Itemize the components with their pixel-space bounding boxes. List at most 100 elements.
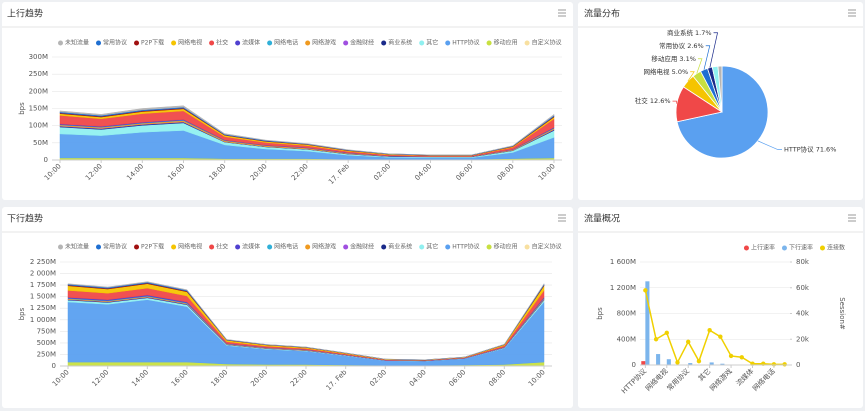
legend-marker <box>486 244 492 250</box>
legend-marker <box>96 244 102 250</box>
pie-label-value: 5.0% <box>672 68 689 76</box>
legend-label: 移动应用 <box>494 39 518 47</box>
legend-label: 流媒体 <box>242 39 260 47</box>
area <box>67 281 545 361</box>
pie-label-name: HTTP协议 <box>784 145 814 154</box>
panel-title: 流量分布 <box>584 8 620 20</box>
legend-label: P2P下载 <box>141 243 164 251</box>
bar <box>641 361 646 365</box>
legend-label: 网络电视 <box>178 39 202 47</box>
pie-label: 常用协议 2.6% <box>659 41 704 50</box>
legend-marker <box>781 245 787 251</box>
legend-label: 未知流量 <box>65 39 89 47</box>
y-tick-label: 1 500M <box>30 293 56 301</box>
legend-marker <box>419 244 425 250</box>
legend-label: 流媒体 <box>242 243 260 251</box>
y-tick-label: 150M <box>29 105 48 113</box>
legend-label: 网络游戏 <box>312 243 336 251</box>
legend-label: 金融财经 <box>350 39 374 47</box>
pie-label-value: 12.6% <box>650 97 671 105</box>
legend-label: 网络电话 <box>274 243 298 251</box>
legend-marker <box>58 40 63 46</box>
line-point <box>782 362 787 367</box>
pie-label-name: 移动应用 <box>651 54 677 63</box>
y-tick-label: 1 600M <box>610 258 636 266</box>
y-tick-label: 0 <box>632 361 636 369</box>
label-connector <box>709 32 718 68</box>
legend-label: P2P下载 <box>141 39 164 47</box>
legend-label: 下行速率 <box>789 244 813 252</box>
legend-marker <box>305 40 311 46</box>
y-tick-label: 750M <box>37 327 56 335</box>
pie-label-name: 社交 <box>635 96 649 105</box>
legend-label: 网络电话 <box>274 39 298 47</box>
legend-label: 社交 <box>216 243 228 251</box>
y2-tick-label: 0 <box>796 361 800 369</box>
legend-label: 连接数 <box>827 244 845 252</box>
legend-label: 未知流量 <box>65 243 89 251</box>
y-tick-label: 100M <box>29 122 48 130</box>
bar <box>656 354 661 365</box>
legend-label: 金融财经 <box>350 243 374 251</box>
legend-label: 商业系统 <box>388 39 412 47</box>
legend-label: 常用协议 <box>103 243 127 251</box>
panel-title: 下行趋势 <box>7 213 43 225</box>
pie-label-value: 3.1% <box>679 55 696 63</box>
line-point <box>728 353 734 359</box>
pie-label: 商业系统 1.7% <box>667 28 712 37</box>
label-connector <box>757 140 782 151</box>
y-tick-label: 1 000M <box>30 316 56 324</box>
legend-marker <box>445 244 451 250</box>
bar <box>709 362 714 365</box>
pie-label-name: 常用协议 <box>659 41 686 50</box>
legend-marker <box>209 40 215 46</box>
area <box>59 105 555 156</box>
line-point <box>696 358 702 364</box>
legend-marker <box>171 244 177 250</box>
legend-label: 网络电视 <box>178 243 202 251</box>
legend-marker <box>96 40 102 46</box>
legend-marker <box>134 40 140 46</box>
line-point <box>739 355 744 360</box>
line-point <box>686 339 691 345</box>
legend-marker <box>209 244 215 250</box>
bar <box>645 281 650 365</box>
pie-label: 社交 12.6% <box>635 96 671 105</box>
y2-tick-label: 40k <box>796 310 810 318</box>
legend-label: 移动应用 <box>494 243 518 251</box>
y-tick-label: 300M <box>29 53 48 61</box>
line-point <box>718 334 723 339</box>
legend-marker <box>235 40 241 46</box>
menu-icons[interactable] <box>558 9 856 222</box>
bar <box>666 359 671 365</box>
bar <box>720 363 725 365</box>
legend: 未知流量 常用协议 P2P下载 网络电视 社交 流媒体 网络电话 网络游戏 金融财经 商业系统 其它… <box>58 243 562 251</box>
y-axis-label: bps <box>18 102 26 115</box>
legend-label: HTTP协议 <box>452 243 479 251</box>
y-tick-label: 50M <box>33 139 48 147</box>
pie-label: HTTP协议 71.6% <box>784 145 836 154</box>
bar <box>688 363 693 365</box>
y-tick-label: 1 250M <box>30 304 56 312</box>
legend-label: 自定义协议 <box>532 243 562 251</box>
line-point <box>643 288 648 293</box>
legend: 未知流量 常用协议 P2P下载 网络电视 社交 流媒体 网络电话 网络游戏 金融财经 商业系统 其它… <box>58 39 562 47</box>
panel-title: 上行趋势 <box>7 8 43 20</box>
line-point <box>664 330 669 336</box>
y2-tick-label: 20k <box>796 335 810 343</box>
legend-label: 商业系统 <box>388 243 412 251</box>
y-tick-label: 1 750M <box>30 281 56 289</box>
y-tick-label: 400M <box>617 335 636 343</box>
pie-label: 移动应用 3.1% <box>651 54 696 63</box>
pie-label-name: 商业系统 <box>667 28 694 37</box>
legend-marker <box>486 40 492 46</box>
label-connector <box>687 71 695 82</box>
legend-marker <box>445 40 451 46</box>
panel <box>2 2 573 200</box>
legend-label: 社交 <box>216 39 228 47</box>
y-tick-label: 2 000M <box>30 270 56 278</box>
label-connector <box>696 58 703 74</box>
y-tick-label: 200M <box>29 87 48 95</box>
legend-marker <box>524 244 530 250</box>
